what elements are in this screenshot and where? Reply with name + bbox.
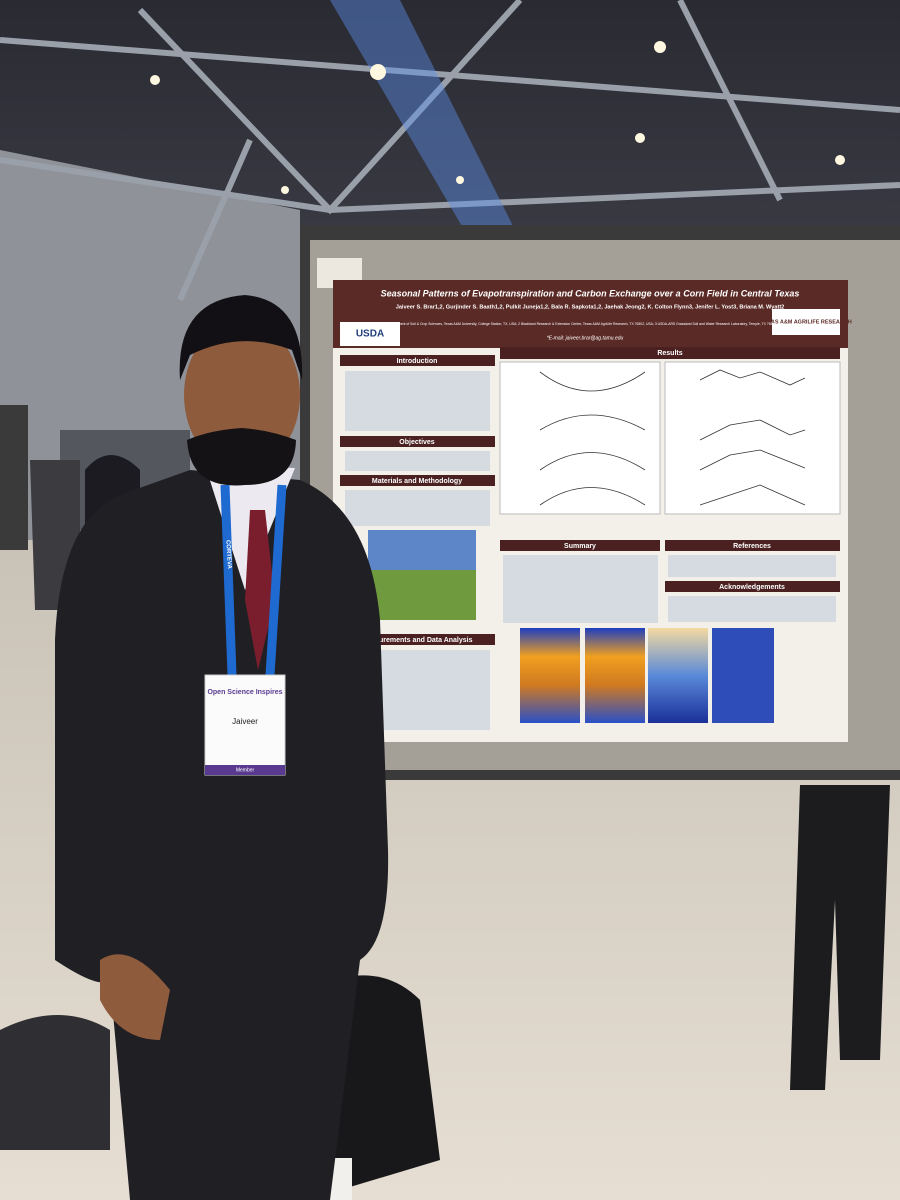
- poster-authors: Jaiveer S. Brar1,2, Gurjinder S. Baath1,…: [396, 304, 785, 310]
- poster-email: *E-mail: jaiveer.brar@ag.tamu.edu: [547, 335, 624, 341]
- results-plot: [664, 361, 841, 515]
- results-plot: [499, 361, 661, 515]
- lanyard: [265, 484, 287, 676]
- section-bar: [340, 475, 495, 486]
- light-beam: [330, 0, 520, 240]
- section-heading: Results: [657, 350, 682, 357]
- trusses: [0, 0, 900, 302]
- heatmap: [712, 628, 774, 723]
- beard: [187, 428, 296, 486]
- badge-event: Open Science Inspires: [207, 689, 282, 696]
- poster-title: Seasonal Patterns of Evapotranspiration …: [381, 288, 800, 298]
- badge-role: Member: [236, 767, 255, 773]
- section-heading: Materials and Methodology: [372, 478, 462, 485]
- poster-affiliations: 1 Department of Soil & Crop Sciences, Te…: [385, 322, 786, 326]
- poster-sections: Introduction Objectives Materials and Me…: [340, 347, 841, 730]
- agrilife-logo: TEXAS A&M AGRILIFE RESEARCH: [760, 319, 852, 325]
- bystander-legs: [790, 785, 890, 1090]
- hand: [100, 954, 170, 1040]
- tie: [245, 510, 275, 670]
- side-board: [0, 405, 28, 550]
- field-photo-sky: [368, 530, 476, 570]
- section-heading: References: [733, 543, 771, 550]
- section-heading: Acknowledgements: [719, 584, 785, 591]
- chair: [0, 1015, 110, 1150]
- heatmap: [585, 628, 645, 723]
- badge: [204, 674, 286, 776]
- heatmap: [648, 628, 708, 723]
- section-heading: Introduction: [397, 358, 438, 365]
- badge-name: Jaiveer: [232, 717, 258, 726]
- agrilife-logo-box: [772, 309, 840, 335]
- lanyard: [220, 484, 237, 676]
- poster-title-bar: [333, 280, 848, 348]
- section-bar: [500, 540, 660, 551]
- section-bar: [665, 540, 840, 551]
- badge-role-bar: [205, 765, 285, 775]
- section-heading: Summary: [564, 543, 596, 550]
- plot-curves: [539, 369, 806, 506]
- ceiling-lights: [150, 41, 845, 194]
- section-bar: [340, 436, 495, 447]
- poster-body-text: [345, 371, 836, 730]
- section-heading: Measurements and Data Analysis: [361, 637, 472, 644]
- section-bar: [340, 355, 495, 366]
- usda-logo: USDA: [356, 329, 384, 340]
- section-bar: [500, 347, 840, 359]
- section-heading: Objectives: [399, 439, 435, 446]
- section-bar: [665, 581, 840, 592]
- usda-logo-box: [340, 322, 400, 346]
- heatmap: [520, 628, 580, 723]
- hair: [179, 295, 303, 380]
- lanyard-text: CORTEVA: [224, 540, 232, 570]
- person: CORTEVA Open Science Inspires Jaiveer Me…: [55, 295, 389, 1200]
- section-bar: [340, 634, 495, 645]
